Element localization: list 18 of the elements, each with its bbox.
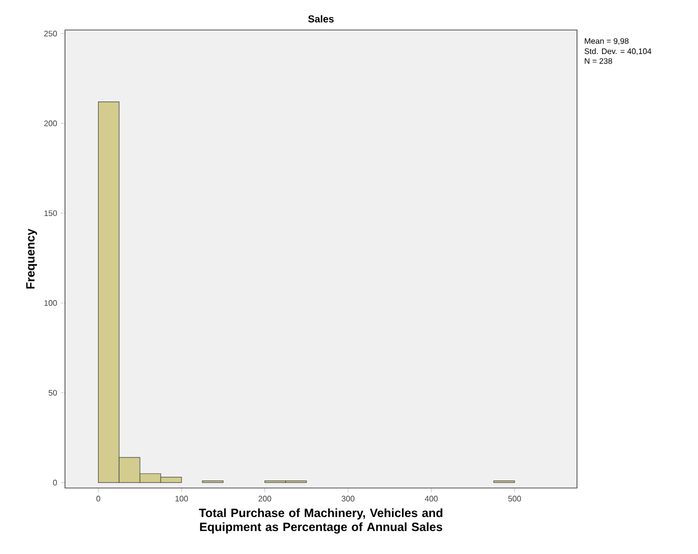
x-tick-label: 200 [258, 496, 272, 502]
y-tick-label: 50 [48, 390, 57, 396]
y-tick-label: 250 [44, 30, 57, 36]
x-tick-label: 500 [508, 496, 521, 502]
x-tick-label: 0 [96, 496, 100, 502]
x-tick-label: 300 [342, 496, 354, 502]
x-tick-label: 100 [175, 496, 188, 502]
text: Std. Dev. = 40,104 [584, 48, 652, 56]
chart-title: Sales [308, 15, 334, 22]
y-axis-title: Frequency [26, 228, 37, 289]
y-tick-label: 100 [44, 300, 57, 306]
y-tick-label: 200 [44, 120, 57, 126]
y-tick-label: 0 [53, 480, 57, 486]
text: N = 238 [584, 58, 612, 64]
x-tick-label: 400 [424, 496, 438, 502]
x-axis-title: Total Purchase of Machinery, Vehicles and Equipment as Percentage of Annual Sales [198, 508, 442, 534]
text: Mean = 9,98 [584, 38, 629, 45]
y-tick-label: 150 [44, 210, 57, 216]
